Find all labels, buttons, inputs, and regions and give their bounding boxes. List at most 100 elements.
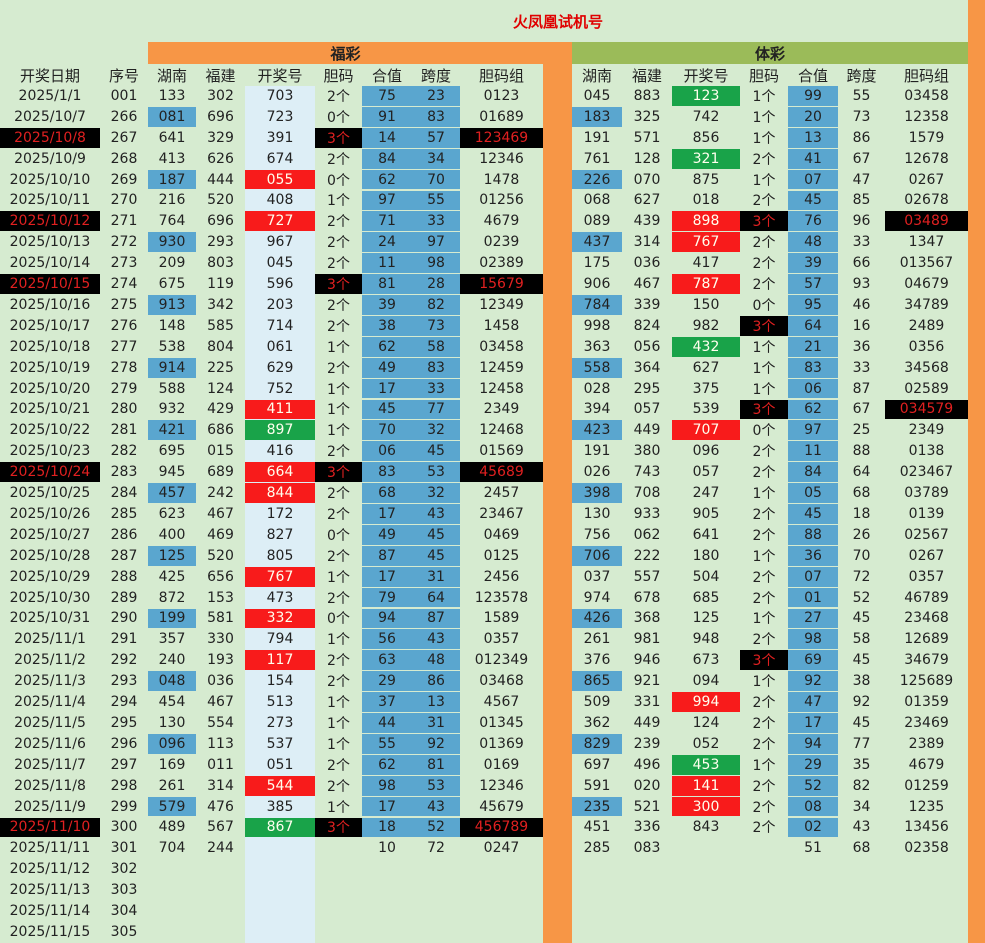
cell: 302 (207, 87, 234, 104)
cell: 300 (110, 819, 138, 836)
cell: 2个 (752, 193, 776, 210)
cell: 83 (412, 357, 460, 378)
cell: 64 (852, 464, 871, 481)
cell: 123578 (474, 589, 529, 606)
cell: 45 (362, 399, 412, 420)
cell: 921 (633, 673, 661, 690)
cell: 400 (158, 526, 186, 543)
cell: 294 (110, 694, 138, 711)
cell: 12349 (479, 296, 524, 313)
cell: 11 (362, 253, 412, 274)
cell: 53 (412, 775, 460, 796)
cell: 01359 (904, 694, 949, 711)
cell: 1个 (752, 109, 776, 126)
cell: 449 (633, 422, 661, 439)
cell: 933 (633, 505, 661, 522)
cell: 2389 (908, 735, 945, 752)
cell: 45 (852, 652, 871, 669)
cell: 279 (110, 380, 138, 397)
cell: 2025/10/19 (9, 359, 91, 376)
cell: 2025/11/1 (14, 631, 86, 648)
cell: 557 (633, 568, 661, 585)
cell: 4567 (483, 694, 520, 711)
cell: 12346 (479, 777, 524, 794)
cell: 2个 (752, 715, 776, 732)
cell: 70 (362, 420, 412, 441)
cell: 641 (158, 129, 186, 146)
cell: 520 (207, 192, 234, 209)
cell: 756 (583, 526, 611, 543)
cell: 29 (788, 754, 838, 775)
cell: 426 (572, 608, 622, 629)
cell: 037 (583, 568, 611, 585)
cell: 273 (266, 714, 294, 731)
cell: 898 (672, 211, 740, 232)
cell: 2025/10/10 (9, 171, 91, 188)
cell: 2025/11/6 (14, 735, 86, 752)
cell: 270 (110, 192, 138, 209)
cell: 07 (788, 566, 838, 587)
cell: 298 (110, 777, 138, 794)
cell: 76 (788, 211, 838, 232)
cell: 25 (852, 422, 871, 439)
cell: 0个 (327, 611, 350, 628)
cell: 70 (852, 547, 871, 564)
cell: 82 (852, 777, 871, 794)
cell: 1347 (908, 234, 945, 251)
cell: 03468 (479, 673, 524, 690)
cell: 99 (788, 86, 838, 106)
cell: 023467 (899, 464, 954, 481)
cell: 1个 (327, 193, 350, 210)
cell: 061 (266, 338, 294, 355)
cell: 467 (207, 505, 234, 522)
cell: 034579 (885, 399, 968, 420)
cell: 52 (852, 589, 871, 606)
cell: 62 (362, 754, 412, 775)
cell: 17 (362, 504, 412, 524)
cell: 0247 (483, 840, 520, 857)
cell: 2025/10/8 (0, 127, 100, 148)
cell: 467 (207, 694, 234, 711)
cell: 1个 (752, 339, 776, 356)
cell: 67 (852, 150, 871, 167)
cell: 675 (158, 276, 186, 293)
cell: 49 (362, 357, 412, 378)
cell: 784 (572, 295, 622, 315)
cell: 180 (692, 547, 720, 564)
cell: 12689 (904, 631, 949, 648)
cell: 2025/10/22 (9, 422, 91, 439)
cell: 62 (362, 336, 412, 357)
cell: 0个 (752, 297, 776, 314)
cell: 272 (110, 234, 138, 251)
cell: 261 (583, 631, 611, 648)
cell: 408 (266, 192, 294, 209)
cell: 357 (158, 631, 186, 648)
cell: 2025/10/29 (9, 568, 91, 585)
cell: 342 (207, 296, 234, 313)
cell: 35 (852, 756, 871, 773)
cell: 416 (266, 443, 294, 460)
cell: 45 (412, 524, 460, 545)
cell: 12458 (479, 380, 524, 397)
cell: 579 (148, 796, 196, 817)
cell: 336 (633, 819, 661, 836)
cell: 274 (110, 276, 138, 293)
cell: 844 (245, 483, 315, 503)
cell: 824 (633, 317, 661, 334)
cell: 117 (245, 650, 315, 671)
edge (968, 0, 985, 943)
cell: 314 (207, 777, 234, 794)
cell: 39 (788, 253, 838, 274)
cell: 242 (207, 485, 234, 502)
cell: 94 (362, 608, 412, 629)
cell: 55 (412, 190, 460, 211)
cell: 31 (412, 566, 460, 587)
cell: 125 (148, 545, 196, 566)
cell: 43 (412, 796, 460, 817)
cell: 13 (412, 692, 460, 712)
cell: 026 (583, 464, 611, 481)
cell: 331 (633, 694, 661, 711)
cell: 267 (110, 129, 138, 146)
cell: 686 (207, 422, 234, 439)
cell: 055 (245, 169, 315, 190)
